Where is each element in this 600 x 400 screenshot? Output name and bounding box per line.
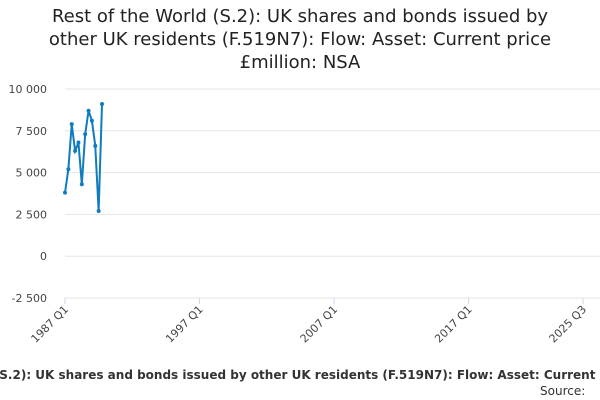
chart-title: other UK residents (F.519N7): Flow: Asse… — [49, 29, 551, 50]
data-point — [100, 102, 104, 107]
y-tick-label: 10 000 — [9, 83, 48, 96]
x-tick-label: 2017 Q1 — [432, 303, 475, 346]
data-point — [76, 140, 81, 145]
y-tick-label: 0 — [40, 250, 47, 263]
data-point — [83, 132, 88, 137]
data-point — [79, 182, 84, 187]
x-tick-label: 1997 Q1 — [163, 303, 206, 346]
series-line — [64, 104, 103, 212]
legend-label: Rest of the World (S.2): UK shares and b… — [0, 368, 600, 382]
y-tick-label: 5 000 — [16, 167, 48, 180]
data-point — [89, 118, 94, 123]
x-tick-label: 2025 Q3 — [547, 303, 590, 346]
y-tick-label: 2 500 — [16, 208, 48, 221]
chart-title: £million: NSA — [240, 52, 361, 73]
x-tick-label: 1987 Q1 — [29, 303, 72, 346]
data-point — [66, 167, 71, 172]
data-point — [96, 209, 101, 214]
y-tick-label: -2 500 — [12, 292, 47, 305]
chart-title: Rest of the World (S.2): UK shares and b… — [52, 6, 548, 27]
data-point — [69, 122, 74, 127]
data-point — [63, 190, 67, 195]
source: Source: — [540, 384, 585, 398]
x-tick-label: 2007 Q1 — [298, 303, 341, 346]
y-tick-label: 7 500 — [16, 125, 48, 138]
data-point — [73, 148, 78, 153]
data-point — [86, 108, 91, 113]
data-point — [93, 143, 98, 148]
